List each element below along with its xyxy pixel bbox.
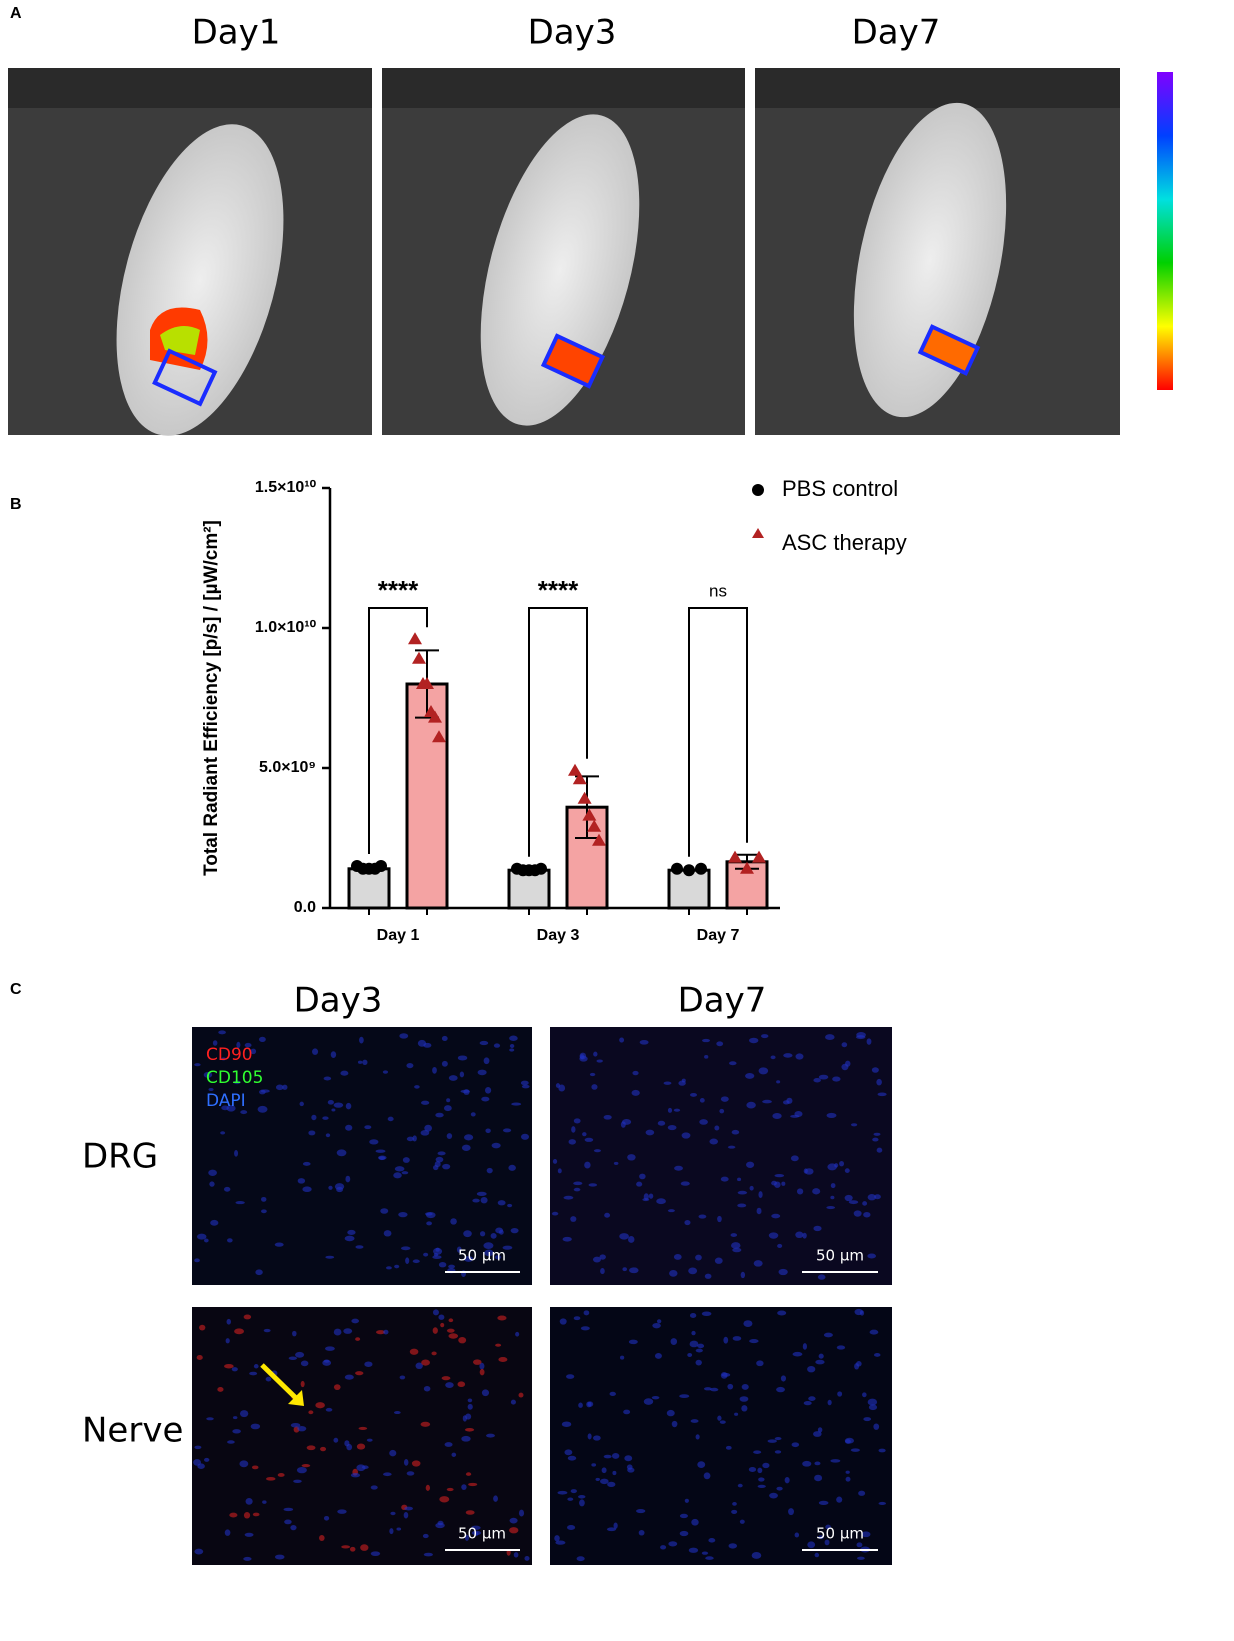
- y-tick-label: 1.0×10¹⁰: [255, 619, 317, 636]
- legend-label: PBS control: [782, 476, 898, 501]
- scale-label: 50 µm: [458, 1247, 506, 1265]
- data-point: [577, 791, 592, 804]
- data-point: [728, 850, 742, 863]
- significance-bracket: [368, 607, 428, 854]
- x-tick-label: Day 3: [537, 927, 580, 944]
- column-title: Day3: [294, 981, 383, 1021]
- significance-label: ****: [378, 575, 419, 605]
- data-point: [752, 850, 766, 863]
- data-point: [568, 763, 582, 776]
- data-point: [582, 808, 597, 821]
- data-point: [671, 862, 683, 875]
- ivis-image: [382, 68, 745, 435]
- x-tick-label: Day 7: [697, 927, 740, 944]
- data-point: [572, 772, 587, 785]
- bar: [347, 867, 391, 910]
- data-point: [740, 861, 754, 874]
- significance-bracket: [528, 607, 588, 857]
- bar: [667, 868, 711, 910]
- data-point: [375, 860, 387, 872]
- data-point: [432, 730, 446, 743]
- micrograph: [192, 1307, 532, 1565]
- data-point: [412, 651, 426, 664]
- bar-chart: 0.0 5.0×10⁹ 1.0×10¹⁰ 1.5×10¹⁰ Day 1 **** Day 3…: [255, 476, 907, 944]
- y-tick-label: 5.0×10⁹: [259, 759, 316, 776]
- arrow: [260, 1363, 300, 1402]
- scale-label: 50 µm: [816, 1525, 864, 1543]
- image-title: Day1: [192, 13, 281, 53]
- row-title: Nerve: [82, 1411, 183, 1451]
- arrow-head: [288, 1390, 304, 1406]
- image-title: Day3: [528, 13, 617, 53]
- legend-marker: [752, 484, 764, 496]
- data-point: [592, 833, 606, 846]
- row-title: DRG: [82, 1137, 158, 1177]
- data-point: [683, 864, 695, 877]
- stain-label: CD90: [206, 1045, 253, 1065]
- ivis-image: [8, 68, 372, 436]
- significance-bracket: [688, 607, 748, 857]
- data-point: [587, 819, 602, 832]
- column-title: Day7: [678, 981, 767, 1021]
- color-scale: [1157, 72, 1173, 390]
- y-tick-label: 0.0: [294, 899, 316, 916]
- legend-marker: [752, 528, 764, 538]
- significance-label: ns: [709, 581, 727, 600]
- legend-label: ASC therapy: [782, 530, 907, 555]
- stain-label: CD105: [206, 1068, 263, 1088]
- data-point: [408, 632, 422, 645]
- scale-label: 50 µm: [816, 1247, 864, 1265]
- scale-label: 50 µm: [458, 1525, 506, 1543]
- panel-label: B: [10, 496, 22, 513]
- panel-label: C: [10, 981, 22, 998]
- ivis-image: [755, 68, 1120, 435]
- stain-label: DAPI: [206, 1091, 246, 1111]
- data-point: [428, 710, 442, 723]
- data-point: [420, 677, 434, 689]
- y-axis-title: Total Radiant Efficiency [p/s] / [µW/cm²…: [201, 520, 222, 876]
- significance-label: ****: [538, 575, 579, 605]
- micrograph: [550, 1307, 892, 1565]
- data-point: [535, 862, 547, 875]
- micrograph: [550, 1027, 892, 1285]
- x-tick-label: Day 1: [377, 927, 420, 944]
- panel-label: A: [10, 5, 22, 22]
- y-tick-label: 1.5×10¹⁰: [255, 479, 317, 496]
- image-title: Day7: [852, 13, 941, 53]
- scale-bars: 50 µm 50 µm 50 µm 50 µm: [445, 1247, 878, 1551]
- cell-nuclei: [193, 1030, 887, 1562]
- data-point: [695, 862, 707, 875]
- micrograph: [192, 1027, 532, 1285]
